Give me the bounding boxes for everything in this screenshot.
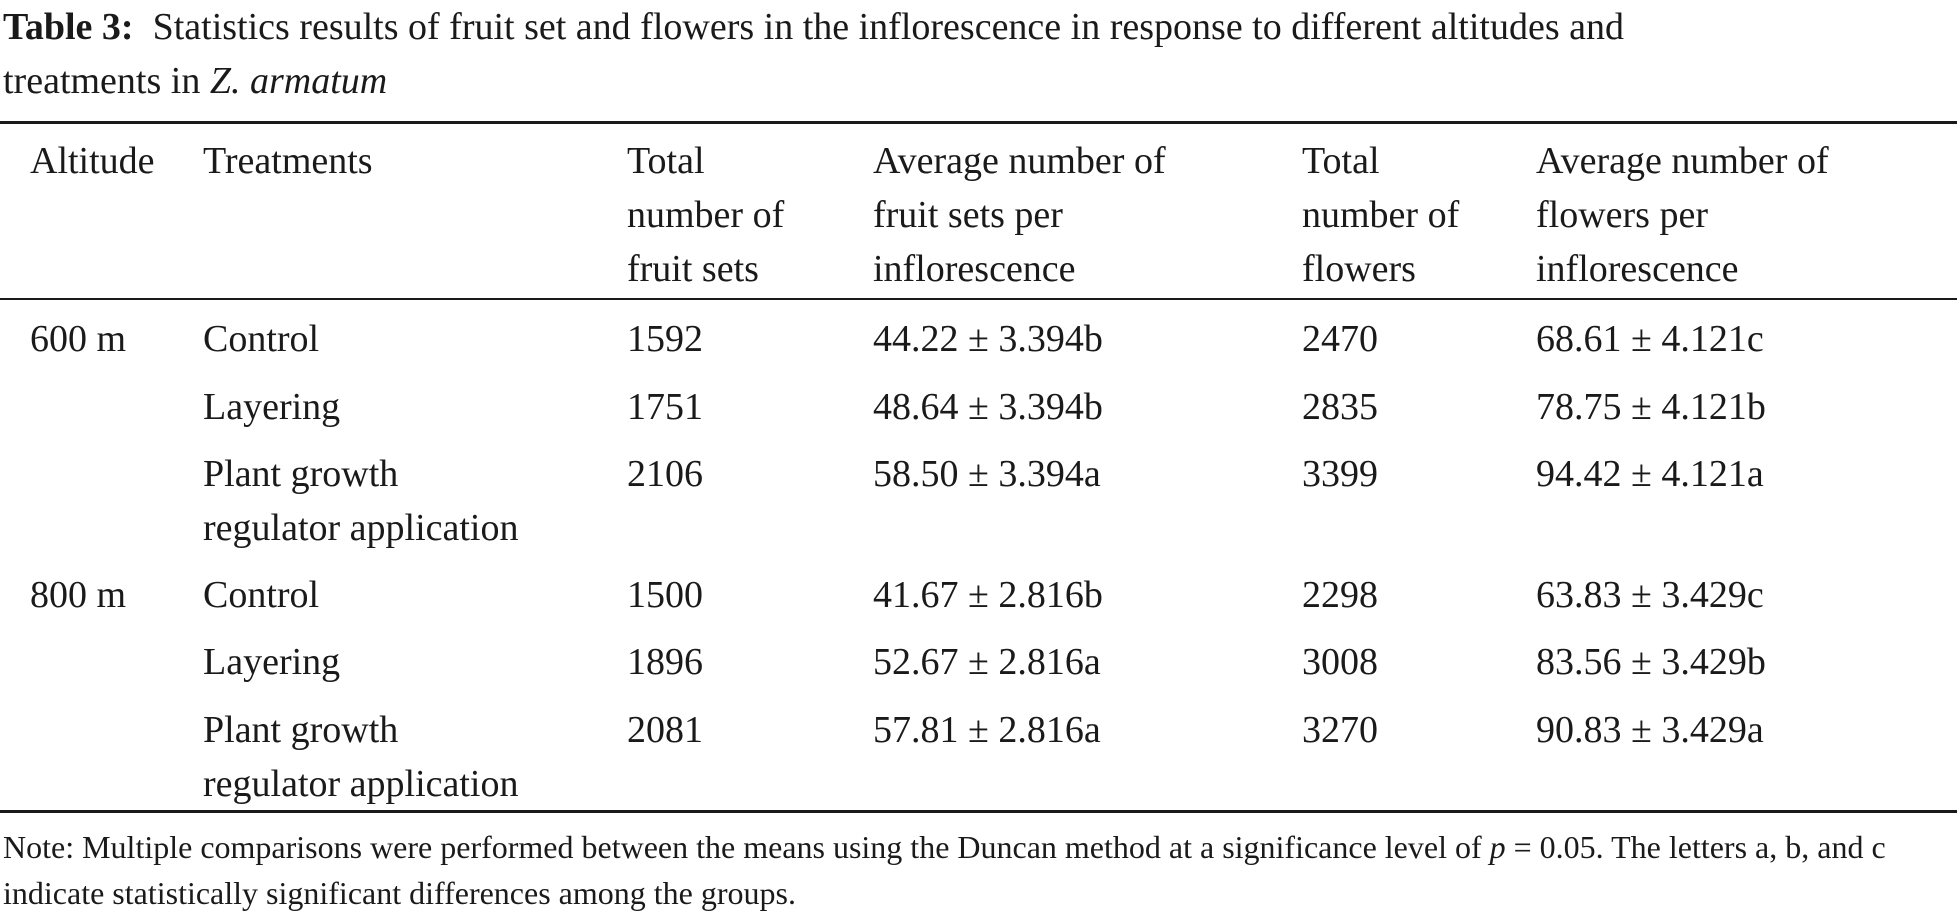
treatment-line: Plant growth (203, 709, 399, 751)
cell-treatment: Control (203, 312, 319, 366)
cell-total-flowers: 2835 (1302, 386, 1378, 428)
table-row: 800 m Control 1500 41.67 ± 2.816b 2298 6… (0, 568, 1957, 628)
cell-avg-flowers: 78.75 ± 4.121b (1536, 386, 1766, 428)
cell-total-flowers: 2470 (1302, 318, 1378, 360)
treatment-line: Layering (203, 386, 341, 428)
treatment-line: Plant growth (203, 453, 399, 495)
cell-avg-fruit-sets: 58.50 ± 3.394a (873, 453, 1101, 495)
table-row: Layering 1896 52.67 ± 2.816a 3008 83.56 … (0, 635, 1957, 695)
header-line: flowers (1302, 248, 1416, 290)
cell-treatment: Plant growth regulator application (203, 447, 519, 555)
cell-treatment: Layering (203, 635, 340, 689)
header-total-fruit-sets: Total number of fruit sets (627, 134, 784, 296)
cell-total-fruit-sets: 2081 (627, 709, 703, 751)
header-line: Treatments (203, 140, 373, 182)
table-row: 600 m Control 1592 44.22 ± 3.394b 2470 6… (0, 312, 1957, 372)
cell-total-flowers: 3399 (1302, 453, 1378, 495)
table-bottom-rule (0, 810, 1957, 813)
caption-text-line2: treatments in (3, 60, 210, 102)
table-row: Plant growth regulator application 2081 … (0, 703, 1957, 817)
header-total-flowers: Total number of flowers (1302, 134, 1459, 296)
header-line: number of (1302, 194, 1460, 236)
table-header-rule (0, 298, 1957, 300)
treatment-line: Layering (203, 641, 341, 683)
cell-avg-flowers: 63.83 ± 3.429c (1536, 574, 1764, 616)
header-avg-fruit-sets: Average number of fruit sets per inflore… (873, 134, 1166, 296)
header-line: fruit sets (627, 248, 759, 290)
cell-avg-fruit-sets: 41.67 ± 2.816b (873, 574, 1103, 616)
cell-avg-flowers: 68.61 ± 4.121c (1536, 318, 1764, 360)
cell-avg-fruit-sets: 57.81 ± 2.816a (873, 709, 1101, 751)
note-p-symbol: p (1489, 829, 1506, 865)
cell-total-flowers: 2298 (1302, 574, 1378, 616)
species-name: Z. armatum (209, 60, 388, 102)
header-treatments: Treatments (203, 134, 373, 188)
cell-total-fruit-sets: 1500 (627, 574, 703, 616)
cell-avg-flowers: 94.42 ± 4.121a (1536, 453, 1764, 495)
cell-total-fruit-sets: 2106 (627, 453, 703, 495)
table-row: Layering 1751 48.64 ± 3.394b 2835 78.75 … (0, 380, 1957, 440)
table-note: Note: Multiple comparisons were performe… (3, 824, 1957, 916)
header-line: Average number of (1536, 140, 1829, 182)
cell-treatment: Control (203, 568, 319, 622)
cell-treatment: Layering (203, 380, 340, 434)
header-line: number of (627, 194, 785, 236)
cell-altitude: 600 m (30, 318, 127, 360)
treatment-line: Control (203, 318, 320, 360)
cell-total-flowers: 3008 (1302, 641, 1378, 683)
header-altitude: Altitude (30, 134, 155, 188)
treatment-line: regulator application (203, 507, 519, 549)
cell-avg-fruit-sets: 52.67 ± 2.816a (873, 641, 1101, 683)
header-line: Total (627, 140, 705, 182)
treatment-line: regulator application (203, 763, 519, 805)
cell-avg-flowers: 90.83 ± 3.429a (1536, 709, 1764, 751)
cell-total-fruit-sets: 1751 (627, 386, 703, 428)
header-line: inflorescence (1536, 248, 1739, 290)
cell-avg-fruit-sets: 44.22 ± 3.394b (873, 318, 1103, 360)
cell-total-fruit-sets: 1896 (627, 641, 703, 683)
note-text-part1: Note: Multiple comparisons were performe… (3, 829, 1490, 865)
caption-text-line1: Statistics results of fruit set and flow… (152, 6, 1624, 48)
cell-avg-fruit-sets: 48.64 ± 3.394b (873, 386, 1103, 428)
cell-treatment: Plant growth regulator application (203, 703, 519, 811)
table-label: Table 3: (3, 6, 134, 48)
header-avg-flowers: Average number of flowers per infloresce… (1536, 134, 1829, 296)
cell-avg-flowers: 83.56 ± 3.429b (1536, 641, 1766, 683)
note-text-part2: = 0.05. The letters a, b, and c indicate… (3, 829, 1886, 911)
table-row: Plant growth regulator application 2106 … (0, 447, 1957, 561)
table-caption: Table 3: Statistics results of fruit set… (3, 0, 1953, 108)
header-line: flowers per (1536, 194, 1708, 236)
header-line: Altitude (30, 140, 155, 182)
cell-total-fruit-sets: 1592 (627, 318, 703, 360)
cell-altitude: 800 m (30, 574, 127, 616)
header-line: Average number of (873, 140, 1166, 182)
treatment-line: Control (203, 574, 320, 616)
cell-total-flowers: 3270 (1302, 709, 1378, 751)
table-top-rule (0, 121, 1957, 124)
header-line: inflorescence (873, 248, 1076, 290)
header-line: Total (1302, 140, 1380, 182)
header-line: fruit sets per (873, 194, 1063, 236)
